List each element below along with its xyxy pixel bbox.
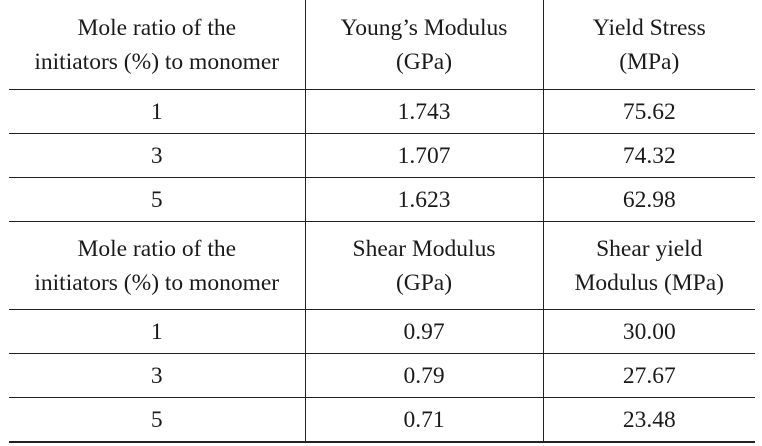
table-cell: 5 — [9, 397, 305, 443]
header-text-line: (GPa) — [395, 269, 453, 296]
header-text-line: Modulus (MPa) — [574, 269, 725, 296]
table-cell: 1 — [9, 89, 305, 134]
table-cell: 5 — [9, 177, 305, 222]
properties-table: Mole ratio of the initiators (%) to mono… — [9, 0, 755, 443]
header-text-line: (GPa) — [395, 48, 453, 75]
table-cell: 1.743 — [304, 89, 543, 134]
table-row: 5 1.623 62.98 — [9, 177, 755, 222]
table-cell: 23.48 — [542, 397, 755, 443]
table-cell: 62.98 — [542, 177, 755, 222]
table-cell: 30.00 — [542, 309, 755, 354]
header-row-2: Mole ratio of the initiators (%) to mono… — [9, 221, 755, 310]
table-cell: 1 — [9, 309, 305, 354]
table-cell: 3 — [9, 353, 305, 398]
table-row: 5 0.71 23.48 — [9, 397, 755, 443]
header-cell-shear-yield-modulus: Shear yield Modulus (MPa) — [542, 221, 755, 310]
header-cell-youngs-modulus: Young’s Modulus (GPa) — [304, 0, 543, 90]
table-cell: 27.67 — [542, 353, 755, 398]
table-cell: 0.79 — [304, 353, 543, 398]
header-text-line: (MPa) — [619, 48, 680, 75]
table-row: 3 0.79 27.67 — [9, 353, 755, 398]
table-cell: 3 — [9, 133, 305, 178]
header-text-line: Shear Modulus — [352, 235, 496, 262]
table-cell: 0.97 — [304, 309, 543, 354]
header-text-line: Shear yield — [596, 235, 703, 262]
table-cell: 75.62 — [542, 89, 755, 134]
header-text-line: Mole ratio of the — [77, 14, 237, 41]
header-text-line: Yield Stress — [592, 14, 706, 41]
table-cell: 1.623 — [304, 177, 543, 222]
header-text-line: Mole ratio of the — [77, 235, 237, 262]
header-row-1: Mole ratio of the initiators (%) to mono… — [9, 0, 755, 90]
table-cell: 0.71 — [304, 397, 543, 443]
header-cell-mole-ratio: Mole ratio of the initiators (%) to mono… — [9, 0, 305, 90]
table-row: 1 0.97 30.00 — [9, 309, 755, 354]
table-row: 3 1.707 74.32 — [9, 133, 755, 178]
header-text-line: Young’s Modulus — [340, 14, 508, 41]
header-cell-mole-ratio: Mole ratio of the initiators (%) to mono… — [9, 221, 305, 310]
table-cell: 74.32 — [542, 133, 755, 178]
header-text-line: initiators (%) to monomer — [34, 269, 280, 296]
header-cell-yield-stress: Yield Stress (MPa) — [542, 0, 755, 90]
header-text-line: initiators (%) to monomer — [34, 48, 280, 75]
table-cell: 1.707 — [304, 133, 543, 178]
header-cell-shear-modulus: Shear Modulus (GPa) — [304, 221, 543, 310]
table-row: 1 1.743 75.62 — [9, 89, 755, 134]
